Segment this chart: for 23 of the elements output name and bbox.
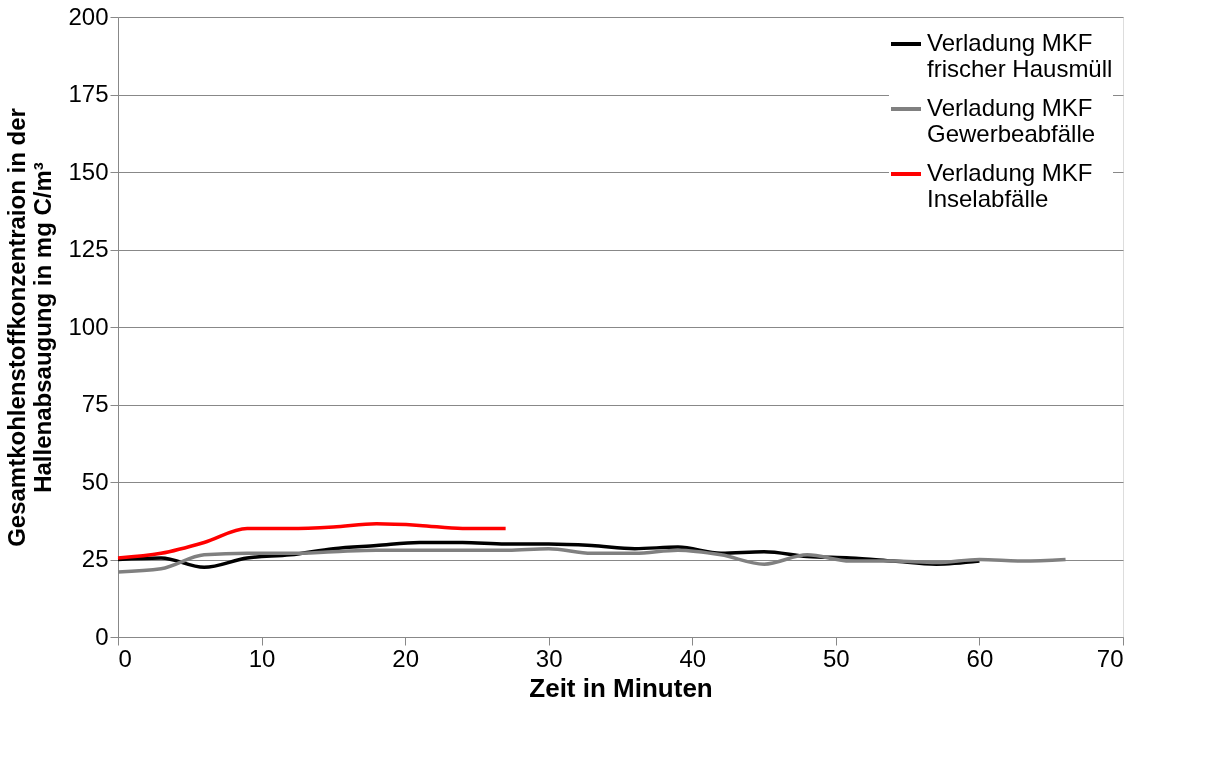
x-axis-title: Zeit in Minuten [529,672,713,703]
x-tick-label: 70 [1096,644,1124,672]
legend-label: Verladung MKF Gewerbeabfälle [927,94,1096,147]
y-tick-label: 200 [68,2,109,30]
x-tick-label: 30 [535,644,563,672]
y-tick-label: 50 [81,467,109,495]
y-tick-label: 175 [68,80,109,107]
y-tick-label: 75 [81,390,109,417]
y-tick-label: 0 [95,622,109,650]
legend-label: Verladung MKF frischer Hausmüll [927,29,1113,82]
y-tick-label: 25 [81,545,109,572]
x-tick-label: 20 [392,644,419,672]
legend-label: Verladung MKF Inselabfälle [927,159,1093,212]
x-tick-label: 50 [823,644,850,672]
line-series [116,522,508,560]
y-tick-label: 150 [68,157,109,185]
y-axis-title: Gesamtkohlenstoffkonzentraion in der Hallenabsaugung in mg C/m³ [3,108,57,547]
x-tick-label: 40 [679,644,707,672]
x-tick-label: 60 [966,644,994,672]
y-tick-label: 125 [68,235,109,262]
x-tick-label: 10 [248,644,276,672]
x-tick-label: 0 [118,644,132,672]
y-tick-label: 100 [68,312,109,340]
